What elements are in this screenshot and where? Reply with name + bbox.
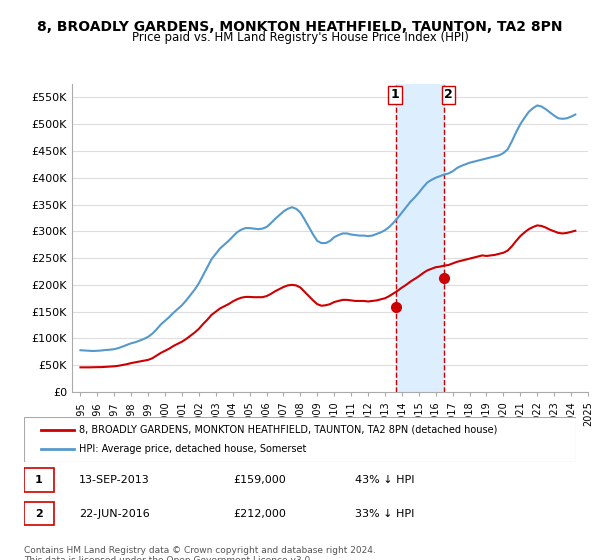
Text: HPI: Average price, detached house, Somerset: HPI: Average price, detached house, Some… — [79, 445, 307, 455]
Text: 43% ↓ HPI: 43% ↓ HPI — [355, 475, 415, 485]
Text: 8, BROADLY GARDENS, MONKTON HEATHFIELD, TAUNTON, TA2 8PN (detached house): 8, BROADLY GARDENS, MONKTON HEATHFIELD, … — [79, 424, 497, 435]
Text: £212,000: £212,000 — [234, 508, 287, 519]
Bar — [397, 84, 444, 392]
Text: 1: 1 — [390, 88, 399, 101]
FancyBboxPatch shape — [24, 468, 55, 492]
Text: 1: 1 — [35, 475, 43, 485]
Text: Price paid vs. HM Land Registry's House Price Index (HPI): Price paid vs. HM Land Registry's House … — [131, 31, 469, 44]
Text: 13-SEP-2013: 13-SEP-2013 — [79, 475, 150, 485]
Text: Contains HM Land Registry data © Crown copyright and database right 2024.
This d: Contains HM Land Registry data © Crown c… — [24, 546, 376, 560]
Text: 22-JUN-2016: 22-JUN-2016 — [79, 508, 150, 519]
Text: £159,000: £159,000 — [234, 475, 287, 485]
FancyBboxPatch shape — [24, 417, 576, 462]
Text: 33% ↓ HPI: 33% ↓ HPI — [355, 508, 415, 519]
Text: 8, BROADLY GARDENS, MONKTON HEATHFIELD, TAUNTON, TA2 8PN: 8, BROADLY GARDENS, MONKTON HEATHFIELD, … — [37, 20, 563, 34]
Text: 2: 2 — [444, 88, 453, 101]
Text: 2: 2 — [35, 508, 43, 519]
FancyBboxPatch shape — [24, 502, 55, 525]
